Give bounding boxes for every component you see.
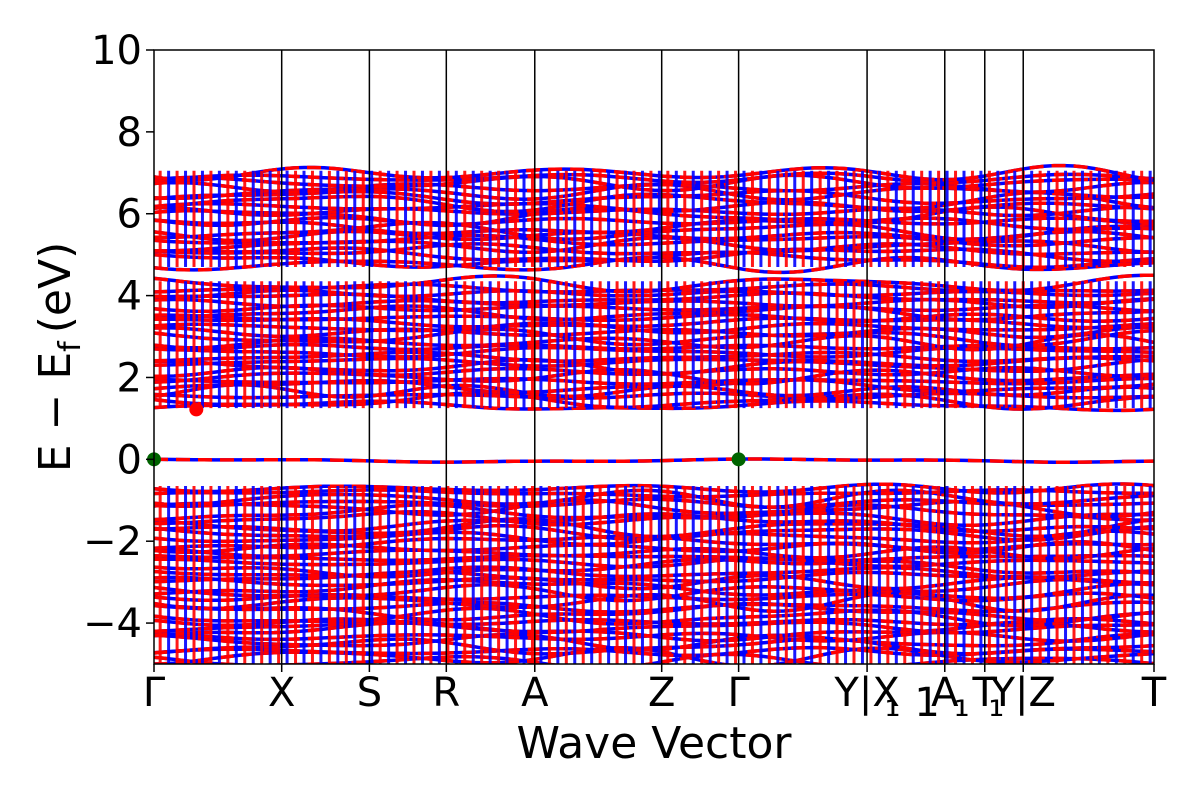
x-tick-label: Z bbox=[648, 670, 675, 716]
x-tick-label: Γ bbox=[143, 670, 166, 716]
band-down-81 bbox=[154, 163, 1154, 182]
plot-frame bbox=[153, 49, 1155, 665]
x-tick-label: T bbox=[1141, 670, 1167, 716]
x-tick-sublabel: ₁ bbox=[954, 680, 970, 726]
y-tick-label: 0 bbox=[117, 437, 142, 483]
x-axis-label: Wave Vector bbox=[517, 718, 793, 769]
x-axis-ticks: Γ X S R A Z Γ Y|X A TY|Z T₁ 1 ₁ ₁ bbox=[143, 664, 1167, 726]
special-points bbox=[147, 402, 746, 467]
x-tick-sublabel: ₁ bbox=[988, 680, 1004, 726]
y-tick-label: −2 bbox=[83, 519, 142, 565]
x-tick-label: A bbox=[521, 670, 549, 716]
x-tick-sublabel: 1 bbox=[914, 680, 939, 726]
y-axis-label-main: E − E bbox=[30, 352, 81, 472]
y-tick-label: 8 bbox=[117, 110, 142, 156]
x-tick-label: S bbox=[357, 670, 382, 716]
band-up-82 bbox=[154, 457, 1154, 464]
x-tick-sublabel: ₁ bbox=[884, 680, 900, 726]
x-tick-label: R bbox=[432, 670, 460, 716]
x-tick-label: Γ bbox=[727, 670, 750, 716]
x-tick-label: T bbox=[972, 670, 998, 716]
x-tick-label: X bbox=[268, 670, 295, 716]
y-tick-label: 4 bbox=[117, 274, 142, 320]
kpoint-lines bbox=[280, 50, 1024, 664]
y-tick-label: −4 bbox=[83, 601, 142, 647]
x-tick-label: Y|Z bbox=[990, 670, 1056, 716]
y-axis-ticks: −4 −2 0 2 4 6 8 10 bbox=[83, 28, 154, 647]
y-tick-label: 2 bbox=[117, 355, 142, 401]
special-point-vbm bbox=[731, 452, 746, 467]
y-axis-label-unit: (eV) bbox=[30, 242, 81, 334]
x-tick-label: A bbox=[931, 670, 959, 716]
y-tick-label: 6 bbox=[117, 192, 142, 238]
y-axis-label-subscript: f bbox=[53, 340, 88, 352]
band-down-82 bbox=[154, 457, 1154, 464]
special-point-cbm bbox=[189, 402, 204, 417]
y-tick-label: 10 bbox=[91, 28, 142, 74]
y-axis-label: E − Ef (eV) bbox=[30, 242, 88, 473]
x-tick-label: Y|X bbox=[833, 670, 899, 716]
band-lines bbox=[154, 163, 1154, 664]
band-down-39 bbox=[154, 383, 1154, 399]
